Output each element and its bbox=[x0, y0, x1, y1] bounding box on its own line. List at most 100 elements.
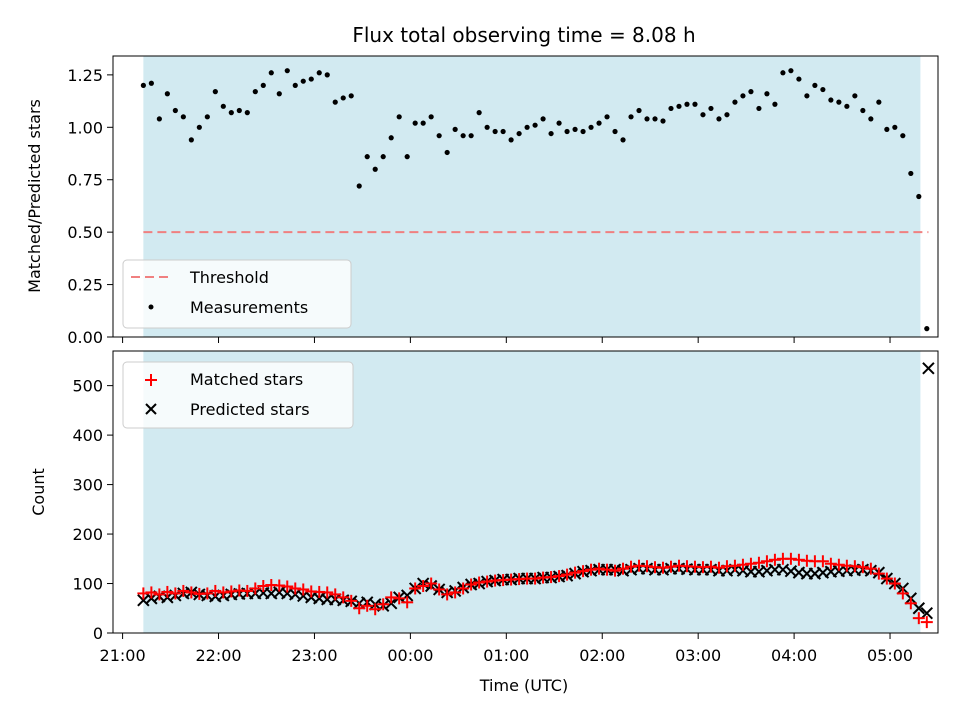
measurement-point bbox=[180, 114, 186, 120]
x-tick-label: 04:00 bbox=[771, 646, 817, 665]
measurement-point bbox=[884, 126, 890, 132]
measurement-point bbox=[492, 128, 498, 135]
matched-star-marker bbox=[281, 580, 294, 593]
top-y-tick-label: 0.25 bbox=[67, 276, 103, 295]
x-tick-label: 05:00 bbox=[867, 646, 913, 665]
measurement-point bbox=[588, 124, 594, 130]
measurement-point bbox=[260, 82, 266, 88]
measurement-point bbox=[356, 183, 362, 189]
matched-star-marker bbox=[185, 586, 198, 599]
chart-title: Flux total observing time = 8.08 h bbox=[352, 23, 695, 47]
matched-star-marker bbox=[569, 566, 582, 579]
measurement-point bbox=[524, 124, 530, 130]
bottom-frame bbox=[112, 350, 939, 634]
measurement-point bbox=[156, 116, 162, 122]
matched-star-marker bbox=[401, 596, 414, 609]
measurement-point bbox=[420, 120, 426, 126]
matched-star-marker bbox=[561, 568, 574, 581]
matched-star-marker bbox=[145, 586, 158, 599]
matched-star-marker bbox=[760, 555, 773, 568]
bottom-y-axis-label: Count bbox=[29, 468, 48, 516]
measurement-point bbox=[836, 99, 842, 105]
bottom-y-tick-label: 500 bbox=[72, 377, 103, 396]
measurement-point bbox=[276, 91, 282, 97]
bottom-panel: 0 100 200 300 400 500 21:00 22:00 23:00 00:00 01:… bbox=[29, 350, 939, 695]
measurement-point bbox=[324, 72, 330, 78]
matched-star-marker bbox=[393, 592, 406, 605]
measurement-point bbox=[404, 154, 410, 160]
top-frame bbox=[112, 55, 939, 338]
measurement-point bbox=[572, 126, 578, 132]
measurement-point bbox=[548, 130, 554, 137]
bottom-y-tick-label: 0 bbox=[93, 624, 103, 643]
measurement-point bbox=[716, 116, 722, 122]
measurement-point bbox=[380, 154, 386, 160]
measurement-point bbox=[484, 124, 490, 130]
matched-star-marker bbox=[177, 584, 190, 597]
measurement-point bbox=[780, 70, 786, 76]
matched-star-marker bbox=[329, 588, 342, 601]
x-tick-label: 03:00 bbox=[675, 646, 721, 665]
measurement-point bbox=[388, 135, 394, 141]
matched-star-marker bbox=[872, 567, 885, 580]
top-x-axis bbox=[122, 337, 891, 343]
measurement-point bbox=[908, 170, 914, 177]
matched-star-marker bbox=[361, 599, 374, 612]
matched-star-marker bbox=[920, 616, 933, 629]
measurement-point bbox=[284, 68, 290, 74]
matched-star-marker bbox=[241, 584, 254, 597]
matched-star-marker bbox=[201, 587, 214, 600]
measurement-point bbox=[396, 114, 402, 120]
measurement-point bbox=[460, 133, 466, 139]
matched-star-marker bbox=[816, 555, 829, 568]
measurement-point bbox=[244, 110, 250, 116]
matched-star-marker bbox=[457, 582, 470, 595]
measurement-point bbox=[348, 93, 354, 99]
measurement-point bbox=[700, 112, 706, 118]
matched-star-marker bbox=[449, 586, 462, 599]
measurement-point bbox=[772, 101, 778, 107]
top-legend: Threshold Measurements bbox=[122, 259, 352, 329]
measurement-point bbox=[332, 99, 338, 105]
measurement-point bbox=[148, 80, 154, 86]
matched-star-marker bbox=[417, 580, 430, 592]
matched-star-marker bbox=[425, 577, 438, 590]
measurement-point bbox=[660, 118, 666, 124]
top-y-tick-label: 0.75 bbox=[67, 171, 103, 190]
measurement-point bbox=[868, 116, 874, 122]
bottom-y-tick-label: 400 bbox=[72, 426, 103, 445]
measurement-point bbox=[436, 133, 442, 139]
x-axis-label: Time (UTC) bbox=[479, 676, 568, 695]
legend-matched-label: Matched stars bbox=[190, 370, 303, 389]
legend-predicted-swatch bbox=[145, 403, 157, 415]
matched-star-marker bbox=[321, 586, 334, 599]
top-y-axis: 0.00 0.25 0.50 0.75 1.00 1.25 bbox=[67, 66, 113, 347]
measurement-point bbox=[804, 93, 810, 99]
measurement-point bbox=[676, 103, 682, 109]
measurement-point bbox=[668, 105, 674, 112]
x-tick-label: 23:00 bbox=[291, 646, 337, 665]
matched-star-marker bbox=[465, 578, 478, 591]
matched-star-marker bbox=[864, 562, 877, 575]
measurement-point bbox=[428, 114, 434, 120]
measurement-point bbox=[644, 116, 650, 122]
bottom-y-tick-label: 100 bbox=[72, 575, 103, 594]
x-tick-label: 21:00 bbox=[100, 646, 146, 665]
matched-stars-markers bbox=[137, 552, 933, 629]
measurement-points bbox=[140, 68, 930, 332]
measurement-point bbox=[300, 78, 306, 84]
measurement-point bbox=[604, 114, 610, 120]
matched-star-marker bbox=[377, 598, 390, 611]
top-y-axis-label: Matched/Predicted stars bbox=[25, 99, 44, 293]
matched-star-marker bbox=[345, 594, 358, 607]
measurement-point bbox=[516, 130, 522, 137]
measurement-point bbox=[820, 86, 826, 93]
bottom-y-tick-label: 200 bbox=[72, 525, 103, 544]
matched-star-marker bbox=[904, 597, 917, 610]
measurement-point bbox=[172, 107, 178, 114]
matched-star-marker bbox=[609, 564, 622, 577]
measurement-point bbox=[452, 126, 458, 132]
top-panel: 0.00 0.25 0.50 0.75 1.00 1.25 Matched/Predict… bbox=[25, 55, 939, 347]
measurement-point bbox=[740, 93, 746, 99]
